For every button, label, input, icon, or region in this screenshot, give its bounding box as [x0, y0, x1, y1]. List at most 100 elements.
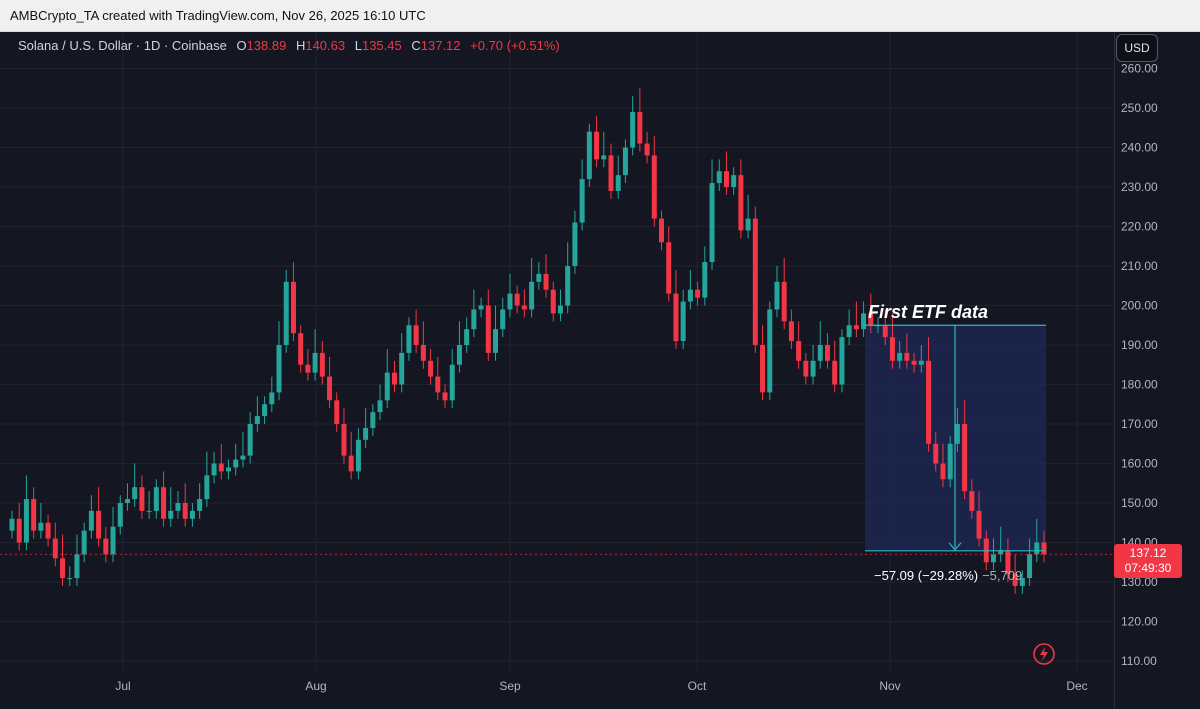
candle-body [175, 503, 181, 511]
candle-body [774, 281, 780, 310]
currency-button[interactable]: USD [1116, 34, 1158, 62]
month-tick-label: Jul [115, 679, 130, 693]
last-price-tag: 137.12 07:49:30 [1114, 544, 1182, 578]
candle-body [861, 313, 867, 330]
candle-body [168, 510, 174, 519]
measure-tool [0, 324, 1114, 555]
candle-body [290, 281, 296, 334]
candle-body [45, 522, 51, 539]
candle-body [96, 510, 102, 539]
low-label: L [354, 38, 362, 53]
candle-body [103, 538, 109, 555]
candle-body [651, 155, 657, 219]
price-tick-label: 170.00 [1121, 417, 1158, 431]
candle-body [680, 301, 686, 342]
candle-body [38, 522, 44, 531]
candle-body [218, 463, 224, 472]
month-tick-label: Dec [1066, 679, 1087, 693]
symbol-legend: Solana / U.S. Dollar · 1D · Coinbase O13… [18, 38, 560, 53]
candle-body [399, 352, 405, 385]
candle-body [269, 392, 275, 405]
price-tick-label: 260.00 [1121, 62, 1158, 76]
measure-overlap: −5,709 [982, 568, 1023, 583]
price-axis[interactable]: 110.00120.00130.00140.00150.00160.00170.… [1121, 62, 1158, 669]
candle-body [500, 309, 506, 330]
candle-body [918, 360, 924, 365]
price-tick-label: 210.00 [1121, 259, 1158, 273]
candle-body [557, 305, 563, 314]
candle-body [976, 510, 982, 539]
candle-body [659, 218, 665, 243]
candles [9, 88, 1047, 594]
price-tick-label: 180.00 [1121, 378, 1158, 392]
candle-body [594, 131, 600, 160]
candlestick-chart[interactable]: 110.00120.00130.00140.00150.00160.00170.… [0, 32, 1200, 709]
close-label: C [411, 38, 421, 53]
candle-body [615, 175, 621, 191]
candle-body [695, 289, 701, 298]
candle-body [60, 558, 66, 579]
open-value: 138.89 [246, 38, 287, 53]
etf-annotation: First ETF data [868, 302, 989, 322]
candle-body [550, 289, 556, 314]
last-price: 137.12 [1129, 546, 1167, 560]
candle-body [406, 325, 412, 353]
candle-body [622, 147, 628, 176]
candle-body [327, 376, 333, 401]
time-axis[interactable]: Jul Aug Sep Oct Nov Dec [115, 679, 1087, 693]
candle-body [23, 499, 29, 543]
candle-body [1034, 542, 1040, 555]
candle-body [283, 281, 289, 345]
candle-body [428, 360, 434, 377]
candle-body [485, 305, 491, 353]
candle-body [471, 309, 477, 330]
high-value: 140.63 [305, 38, 346, 53]
candle-body [211, 463, 217, 476]
candle-body [226, 467, 232, 472]
candle-body [846, 325, 852, 338]
price-tick-label: 120.00 [1121, 615, 1158, 629]
candle-body [464, 329, 470, 345]
price-tick-label: 190.00 [1121, 338, 1158, 352]
candle-body [146, 510, 152, 512]
candle-body [716, 171, 722, 184]
candle-body [767, 309, 773, 393]
candle-body [926, 360, 932, 444]
candle-body [312, 352, 318, 373]
candle-body [52, 538, 58, 559]
price-tick-label: 250.00 [1121, 101, 1158, 115]
candle-body [586, 131, 592, 180]
attribution-text: AMBCrypto_TA created with TradingView.co… [10, 8, 426, 23]
candle-body [420, 345, 426, 361]
candle-body [788, 321, 794, 342]
axis-divider [1114, 32, 1115, 709]
measure-readout: −57.09 (−29.28%) −5,709 [874, 568, 1022, 583]
candle-body [543, 273, 549, 290]
candle-body [760, 345, 766, 393]
candle-body [9, 518, 15, 531]
candle-body [363, 427, 369, 440]
candle-body [817, 345, 823, 361]
candle-body [355, 439, 361, 472]
candle-body [153, 487, 159, 511]
candle-body [117, 503, 123, 527]
candle-body [687, 289, 693, 302]
candle-body [781, 281, 787, 322]
candle-body [334, 400, 340, 424]
candle-body [803, 360, 809, 377]
candle-body [824, 345, 830, 361]
candle-body [796, 341, 802, 361]
candle-body [514, 293, 520, 306]
candle-body [161, 487, 167, 519]
price-tick-label: 110.00 [1121, 654, 1157, 668]
candle-body [276, 345, 282, 393]
candle-body [88, 510, 94, 531]
candle-body [233, 459, 239, 468]
candle-body [240, 455, 246, 460]
candle-body [565, 266, 571, 306]
open-label: O [236, 38, 247, 53]
price-tick-label: 130.00 [1121, 575, 1158, 589]
replay-icon[interactable] [1032, 642, 1056, 666]
candle-body [67, 578, 73, 580]
candle-body [529, 281, 535, 310]
